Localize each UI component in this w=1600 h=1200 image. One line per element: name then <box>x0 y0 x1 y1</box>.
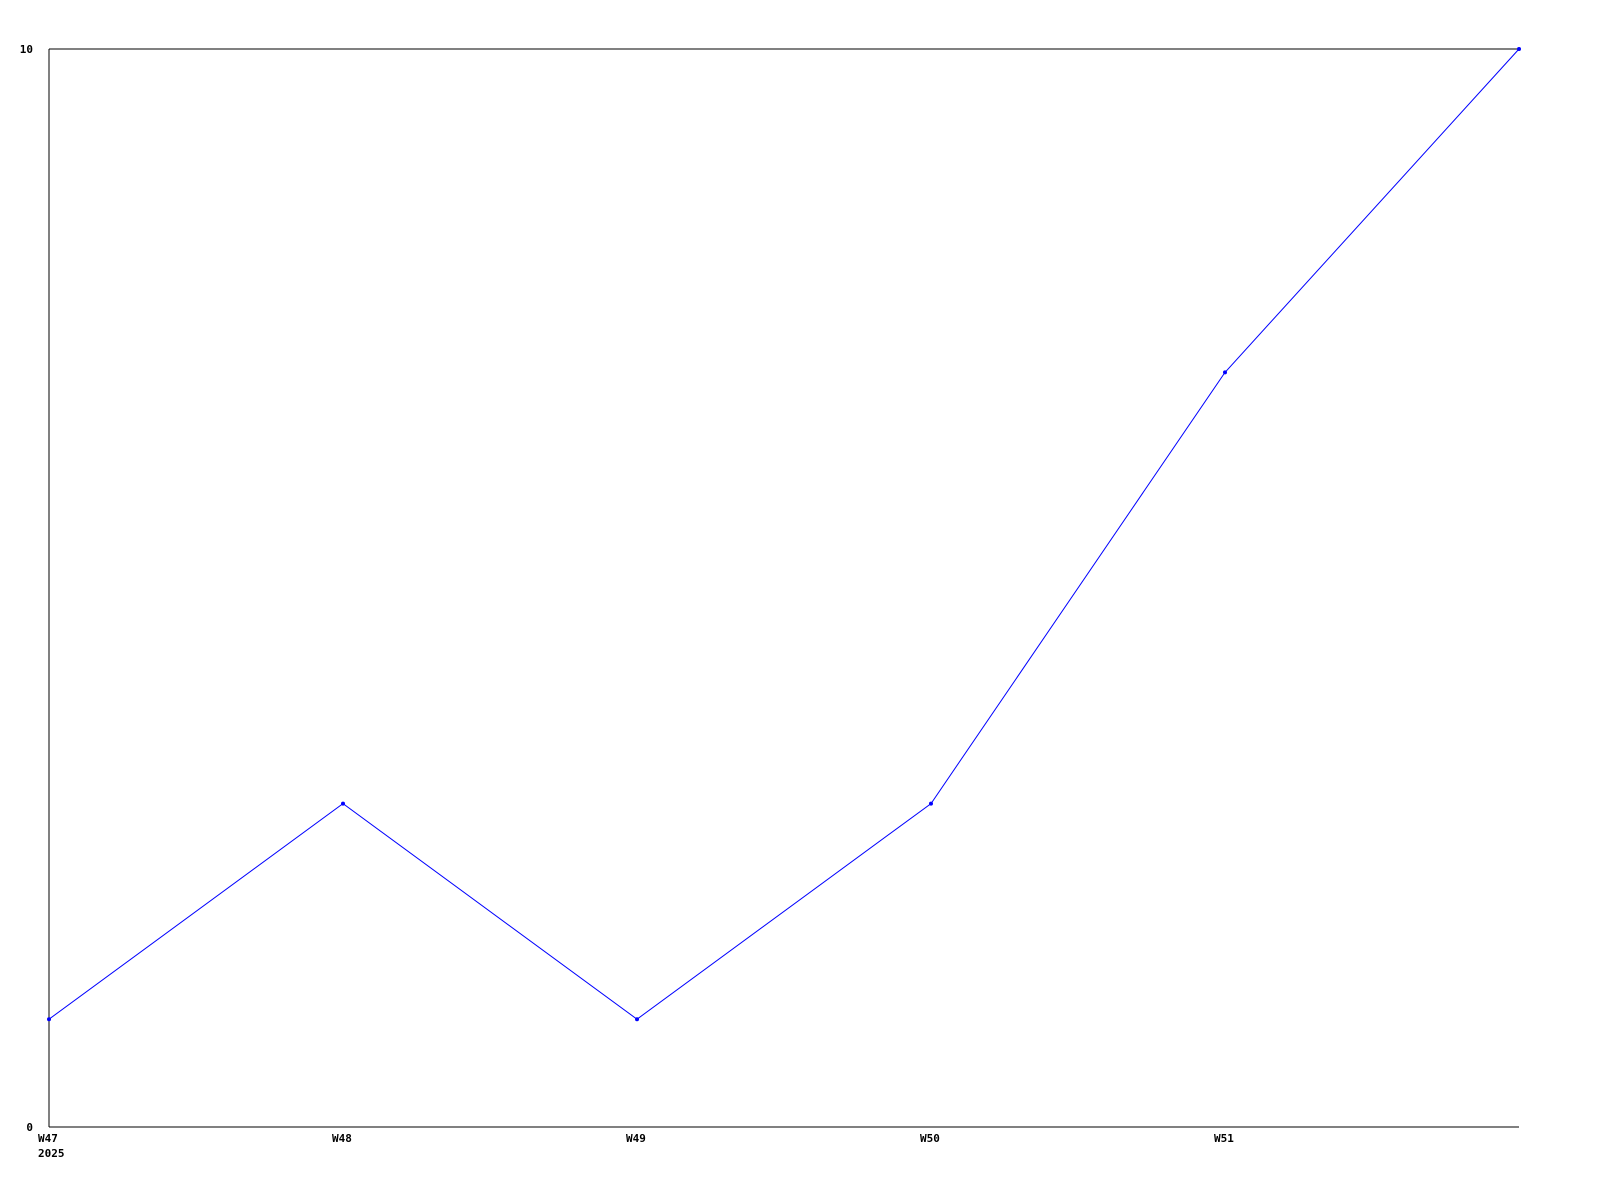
data-point <box>47 1017 51 1022</box>
x-tick-label: W49 <box>626 1132 646 1145</box>
data-point <box>1223 370 1227 375</box>
x-tick-label: W50 <box>920 1132 940 1145</box>
data-point <box>341 801 345 806</box>
data-point <box>635 1017 639 1022</box>
y-tick-label: 0 <box>26 1121 33 1134</box>
y-tick-label: 10 <box>20 43 33 56</box>
data-point <box>1517 47 1521 51</box>
data-point <box>929 801 933 806</box>
series-line <box>48 48 1520 1020</box>
x-tick-label: W47 <box>38 1132 58 1145</box>
x-tick-label: W48 <box>332 1132 352 1145</box>
x-tick-label: W51 <box>1214 1132 1234 1145</box>
x-tick-sublabel: 2025 <box>38 1147 65 1160</box>
